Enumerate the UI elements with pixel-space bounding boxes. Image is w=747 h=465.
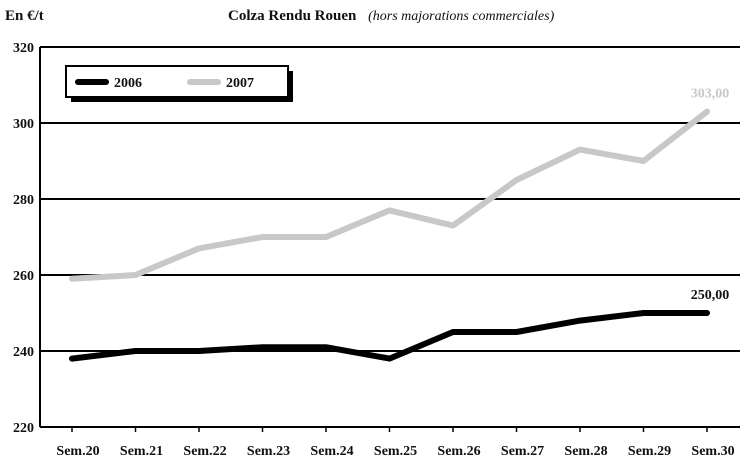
- x-tick-label: Sem.27: [501, 444, 544, 459]
- legend-label-2006: 2006: [114, 76, 142, 91]
- y-tick-label: 220: [13, 421, 34, 436]
- x-tick-label: Sem.29: [628, 444, 671, 459]
- series-lines: [69, 108, 710, 362]
- x-tick-label: Sem.25: [374, 444, 417, 459]
- y-tick-label: 280: [13, 193, 34, 208]
- x-tick-label: Sem.23: [247, 444, 290, 459]
- y-tick-label: 320: [13, 41, 34, 56]
- x-tick-label: Sem.30: [691, 444, 734, 459]
- y-axis-ticks: 220 240 260 280 300 320: [13, 41, 34, 436]
- chart-title-main: Colza Rendu Rouen: [228, 8, 357, 24]
- end-label-2006: 250,00: [691, 288, 730, 303]
- y-tick-label: 240: [13, 345, 34, 360]
- end-label-2007: 303,00: [691, 87, 730, 102]
- y-axis-unit-label: En €/t: [5, 8, 44, 24]
- x-tick-label: Sem.21: [120, 444, 163, 459]
- end-labels: 250,00 303,00: [691, 87, 730, 303]
- x-tick-label: Sem.20: [56, 444, 99, 459]
- series-line-2006: [69, 310, 710, 362]
- x-axis-ticks: Sem.20 Sem.21 Sem.22 Sem.23 Sem.24 Sem.25 Sem.…: [56, 427, 735, 459]
- x-tick-label: Sem.22: [183, 444, 226, 459]
- gridlines: [39, 46, 740, 428]
- y-tick-label: 300: [13, 117, 34, 132]
- y-tick-label: 260: [13, 269, 34, 284]
- legend-label-2007: 2007: [226, 76, 254, 91]
- legend-box: [65, 65, 289, 98]
- x-tick-label: Sem.26: [437, 444, 480, 459]
- series-line-2007: [69, 108, 710, 282]
- chart-title: Colza Rendu Rouen (hors majorations comm…: [228, 8, 555, 24]
- x-tick-label: Sem.28: [564, 444, 607, 459]
- legend: 2006 2007: [65, 65, 293, 102]
- chart-subtitle: (hors majorations commerciales): [368, 9, 554, 24]
- x-tick-label: Sem.24: [310, 444, 353, 459]
